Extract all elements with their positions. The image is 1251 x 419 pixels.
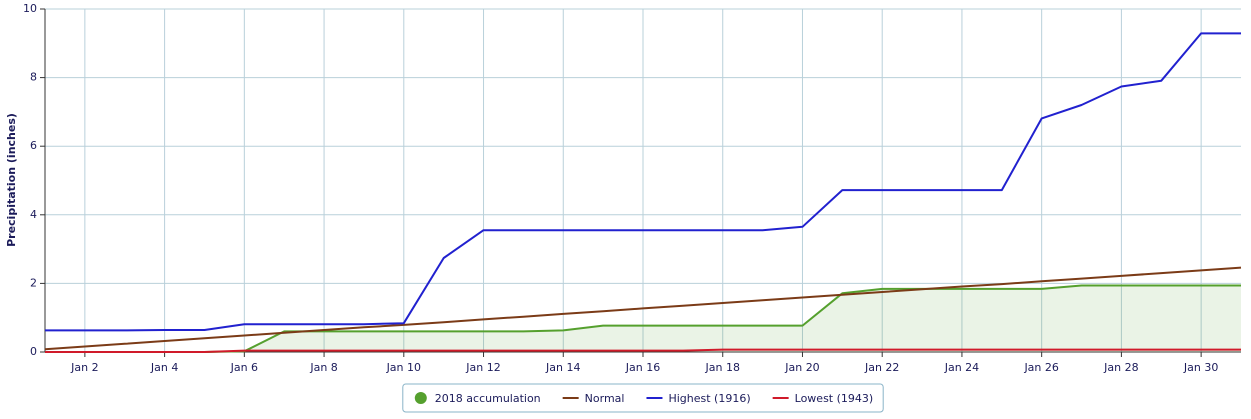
x-tick-label: Jan 8 — [309, 361, 337, 374]
x-tick-label: Jan 2 — [70, 361, 98, 374]
x-tick-label: Jan 20 — [784, 361, 819, 374]
x-tick-label: Jan 30 — [1183, 361, 1218, 374]
y-tick-label: 0 — [30, 345, 37, 358]
x-tick-label: Jan 16 — [625, 361, 660, 374]
legend-label: Normal — [585, 392, 625, 405]
x-tick-label: Jan 14 — [545, 361, 580, 374]
series-line — [45, 348, 1241, 353]
x-tick-label: Jan 24 — [944, 361, 979, 374]
area-fill — [45, 285, 1241, 352]
y-tick-label: 8 — [30, 71, 37, 84]
series-line — [44, 266, 1242, 351]
x-tick-label: Jan 18 — [705, 361, 740, 374]
x-tick-label: Jan 26 — [1023, 361, 1058, 374]
y-tick-label: 4 — [30, 208, 37, 221]
x-tick-label: Jan 22 — [864, 361, 899, 374]
legend-box — [402, 383, 884, 413]
y-axis-label: Precipitation (inches) — [5, 113, 18, 247]
x-tick-label: Jan 4 — [150, 361, 178, 374]
series-line — [45, 32, 1241, 332]
y-tick-label: 2 — [30, 276, 37, 289]
legend: 2018 accumulation Normal Highest (1916) Low… — [402, 383, 884, 413]
x-tick-label: Jan 6 — [230, 361, 258, 374]
y-tick-label: 10 — [23, 2, 37, 15]
x-tick-label: Jan 28 — [1103, 361, 1138, 374]
legend-symbol — [414, 392, 427, 404]
x-tick-label: Jan 10 — [386, 361, 421, 374]
x-tick-label: Jan 12 — [465, 361, 500, 374]
y-tick-label: 6 — [30, 139, 37, 152]
legend-label: Highest (1916) — [668, 392, 750, 405]
legend-label: 2018 accumulation — [435, 392, 541, 405]
legend-label: Lowest (1943) — [795, 392, 874, 405]
